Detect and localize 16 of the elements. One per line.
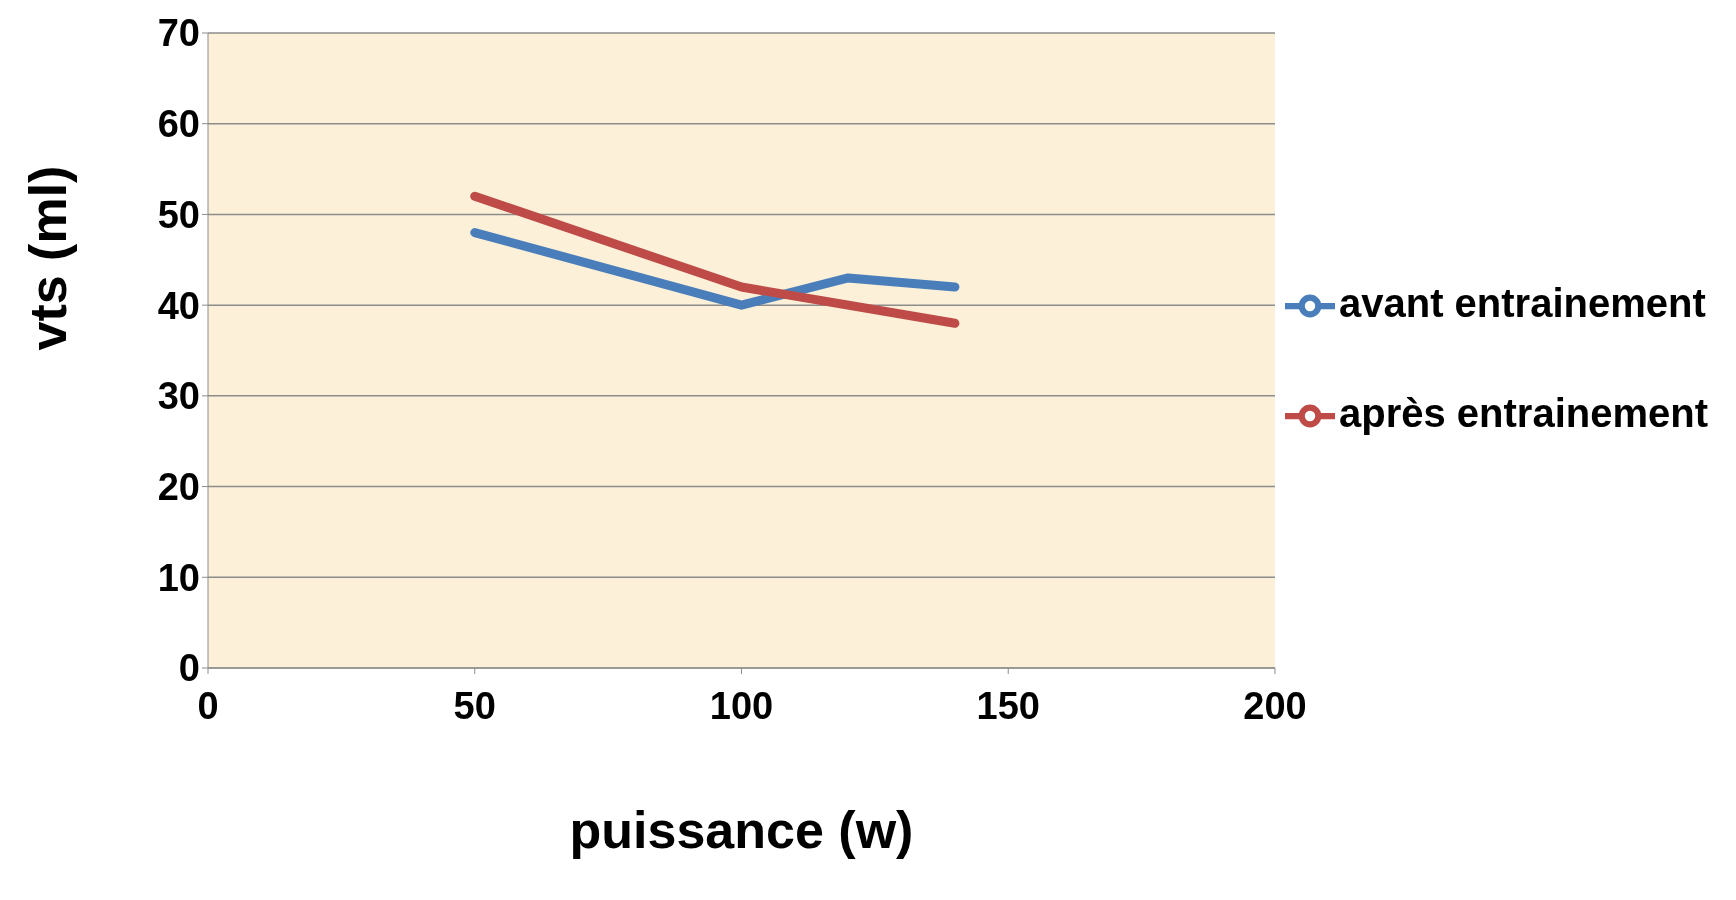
- x-tick-label: 200: [1243, 684, 1307, 727]
- legend-label: avant entrainement: [1338, 281, 1706, 325]
- y-tick-label: 70: [157, 12, 200, 55]
- x-tick-label: 100: [709, 684, 774, 727]
- y-tick-label: 20: [157, 466, 200, 509]
- legend-label: après entrainement: [1338, 391, 1708, 435]
- x-tick-label: 50: [453, 684, 496, 727]
- y-tick-label: 40: [157, 284, 200, 327]
- y-tick-label: 0: [178, 647, 200, 690]
- x-axis-title: puissance (w): [569, 801, 914, 859]
- y-tick-label: 50: [157, 193, 200, 236]
- y-axis-title: vts (ml): [19, 165, 78, 351]
- y-tick-label: 30: [157, 375, 200, 418]
- x-tick-label: 150: [976, 684, 1040, 727]
- y-tick-label: 60: [157, 103, 200, 146]
- y-tick-label: 10: [157, 556, 200, 599]
